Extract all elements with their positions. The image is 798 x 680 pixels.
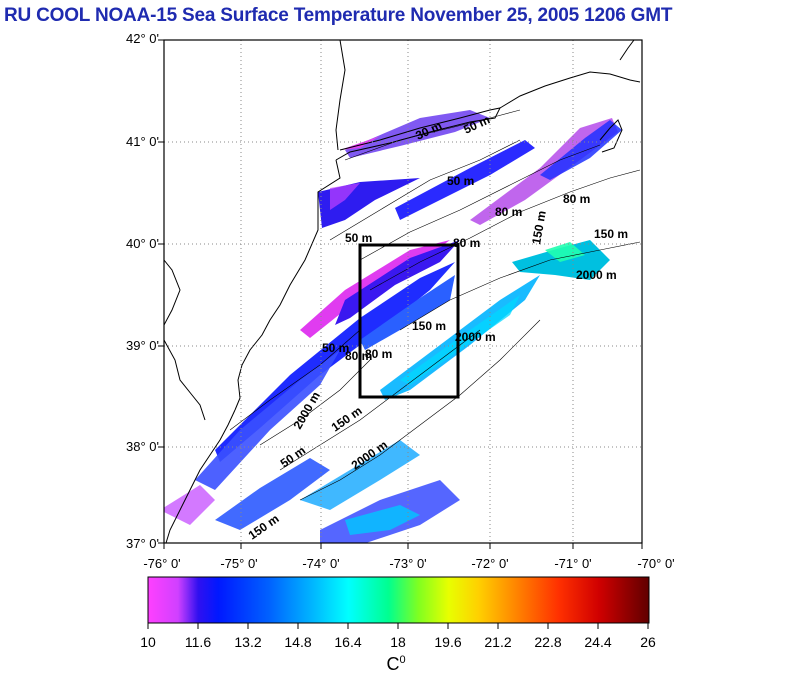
lat-tick-label: 38° 0' — [126, 439, 159, 454]
lat-tick-label: 39° 0' — [126, 338, 159, 353]
lon-tick-label: -75° 0' — [220, 556, 258, 571]
lon-tick-label: -72° 0' — [471, 556, 509, 571]
sst-swath-layer — [164, 110, 622, 543]
lon-tick-label: -73° 0' — [389, 556, 427, 571]
hudson-river — [335, 40, 346, 151]
lon-tick-label: -70° 0' — [637, 556, 675, 571]
isobath-label: 50 m — [322, 341, 349, 355]
isobath-2000m — [399, 241, 641, 331]
lon-tick-label: -76° 0' — [143, 556, 181, 571]
map-ticks — [158, 39, 643, 549]
isobath-label: 150 m — [412, 319, 446, 333]
map-frame — [163, 39, 643, 544]
sst-swath — [300, 440, 420, 510]
colorbar-tick-label: 19.6 — [434, 634, 462, 650]
colorbar-tick-label: 10 — [140, 634, 156, 650]
massachusetts-coast — [619, 40, 635, 61]
colorbar — [147, 576, 650, 624]
colorbar-tick-label: 24.4 — [584, 634, 612, 650]
isobath-80m — [359, 144, 601, 261]
cape-cod-coastline — [599, 119, 623, 153]
sst-swath — [215, 458, 330, 530]
colorbar-unit-superscript: 0 — [399, 654, 406, 666]
isobath-label: 150 m — [594, 227, 628, 241]
colorbar-unit: C0 — [376, 654, 416, 675]
lat-tick-label: 42° 0' — [126, 31, 159, 46]
lon-tick-label: -71° 0' — [554, 556, 592, 571]
lat-tick-label: 37° 0' — [126, 536, 159, 551]
long-island-coastline — [335, 107, 501, 161]
isobath-label: 80 m — [495, 205, 522, 219]
sst-swath — [345, 505, 420, 535]
sst-swath — [395, 140, 535, 220]
sst-swath — [330, 183, 360, 210]
isobath-50m — [229, 329, 361, 431]
colorbar-tick-label: 21.2 — [484, 634, 512, 650]
colorbar-tick-label: 14.8 — [284, 634, 312, 650]
colorbar-ticks — [147, 623, 649, 629]
sst-swath — [195, 350, 340, 490]
delaware-bay-shore — [164, 339, 206, 421]
colorbar-tick-label: 11.6 — [184, 634, 212, 650]
isobath-label: 150 m — [329, 403, 365, 434]
isobath-150m — [279, 329, 481, 471]
sst-swath — [540, 120, 622, 180]
study-area-box — [358, 243, 460, 399]
colorbar-tick-label: 13.2 — [234, 634, 262, 650]
isobath-label: 80 m — [563, 192, 590, 206]
isobath-50m — [344, 109, 521, 161]
isobath-label: 2000 m — [576, 268, 617, 282]
isobaths — [229, 109, 641, 501]
lon-tick-label: -74° 0' — [302, 556, 340, 571]
sst-swath — [340, 136, 380, 150]
sst-swath — [335, 240, 460, 325]
isobath-80m — [259, 359, 371, 446]
colorbar-tick-label: 22.8 — [534, 634, 562, 650]
colorbar-tick-label: 18 — [390, 634, 406, 650]
isobath-label: 50 m — [345, 231, 372, 245]
colorbar-tick-label: 16.4 — [334, 634, 362, 650]
isobath-label: 80 m — [453, 236, 480, 250]
isobath-150m — [369, 169, 641, 291]
sst-swath — [345, 110, 490, 158]
isobath-label: 150 m — [529, 210, 549, 246]
colorbar-tick-label: 26 — [640, 634, 656, 650]
map-title: RU COOL NOAA-15 Sea Surface Temperature … — [4, 5, 673, 26]
nj-coastline — [234, 159, 341, 411]
isobath-label: 2000 m — [455, 330, 496, 344]
delaware-coastline — [165, 409, 236, 543]
sst-swath — [164, 485, 215, 525]
isobath-50m — [329, 139, 521, 241]
isobath-2000m — [299, 319, 541, 501]
lat-tick-label: 40° 0' — [126, 236, 159, 251]
isobath-label: 80 m — [365, 347, 392, 361]
colorbar-unit-text: C — [386, 654, 400, 674]
chesapeake-shore — [164, 259, 181, 326]
sst-swath — [400, 295, 520, 385]
isobath-label: 50 m — [447, 174, 474, 188]
new-england-coastline — [499, 71, 641, 109]
coastline — [164, 40, 641, 543]
sst-swath — [545, 242, 585, 262]
lat-tick-label: 41° 0' — [126, 134, 159, 149]
